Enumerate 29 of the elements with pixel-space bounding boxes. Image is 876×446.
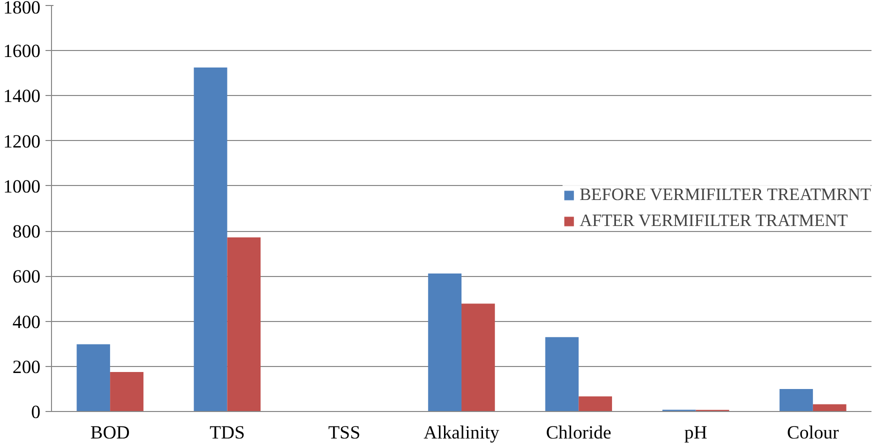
- bar: [76, 344, 110, 412]
- x-tick-label: TDS: [210, 422, 245, 444]
- y-tick-label: 200: [12, 356, 40, 378]
- bar: [428, 273, 462, 412]
- x-tick-label: Colour: [787, 422, 840, 444]
- y-tick-label: 1200: [3, 131, 40, 152]
- x-tick-label: BOD: [90, 422, 130, 444]
- x-tick-label: pH: [684, 422, 708, 444]
- bar: [545, 337, 579, 412]
- bar: [780, 388, 813, 412]
- bar: [194, 68, 228, 412]
- bar: [462, 304, 495, 412]
- bar: [110, 372, 144, 412]
- y-tick-label: 600: [12, 266, 40, 288]
- y-tick-label: 1400: [3, 86, 40, 108]
- y-tick-label: 800: [12, 222, 40, 243]
- x-tick-label: Alkalinity: [424, 422, 500, 444]
- y-tick-label: 1000: [3, 176, 40, 198]
- x-tick-label: TSS: [328, 422, 360, 444]
- bar: [227, 237, 261, 412]
- bar: [812, 404, 846, 412]
- y-tick-label: 1800: [3, 0, 40, 18]
- legend-label: BEFORE VERMIFILTER TREATMRNT: [580, 185, 871, 205]
- bar: [578, 396, 612, 412]
- legend-label: AFTER VERMIFILTER TRATMENT: [580, 211, 848, 231]
- y-tick-label: 1600: [3, 41, 40, 62]
- x-tick-label: Chloride: [546, 422, 612, 444]
- y-tick-label: 400: [12, 312, 40, 333]
- y-tick-label: 0: [31, 402, 40, 423]
